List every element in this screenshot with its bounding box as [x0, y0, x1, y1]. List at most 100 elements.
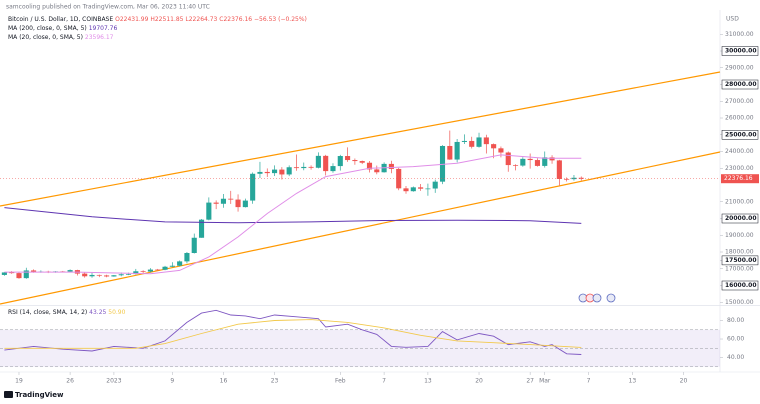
rsi-y-tick-label: 40.00 — [727, 354, 744, 361]
channel-lower-line — [0, 151, 721, 305]
y-tick-label: 26000.00 — [725, 115, 754, 122]
candle-body — [82, 273, 88, 277]
x-tick-label: 13 — [424, 378, 432, 385]
candle-body — [16, 273, 22, 279]
brand: TradingView — [4, 391, 64, 399]
price-level-box — [721, 213, 759, 224]
candle-body — [242, 200, 248, 208]
candle-body — [147, 269, 153, 272]
candle-body — [9, 272, 15, 274]
candle-body — [578, 177, 584, 179]
brand-logo — [4, 391, 13, 398]
candle-body — [111, 275, 117, 277]
ma-legend-name: MA (20, close, 0, SMA, 5) — [8, 34, 83, 41]
candle-body — [352, 160, 358, 162]
candle-body — [177, 261, 183, 266]
ma-legend-value: 19707.76 — [89, 25, 118, 32]
candle-body — [439, 145, 446, 182]
candle-body — [191, 237, 197, 254]
event-icons[interactable] — [578, 293, 616, 303]
y-tick-label: 23000.00 — [725, 165, 754, 172]
candle-body — [89, 274, 95, 277]
candle-body — [31, 270, 37, 272]
candle-body — [272, 169, 278, 174]
x-tick-label: 13 — [629, 378, 637, 385]
x-tick-label: Mar — [539, 378, 551, 385]
y-tick-label: 17000.00 — [725, 265, 754, 272]
candle-body — [396, 168, 402, 189]
candle-body — [491, 144, 497, 149]
candle-body — [549, 157, 555, 161]
candle-body — [279, 169, 285, 175]
candle-body — [315, 155, 321, 168]
y-tick-label: 24000.00 — [725, 148, 754, 155]
candle-body — [286, 167, 292, 175]
candle-body — [374, 169, 380, 173]
candle-body — [264, 171, 270, 174]
x-tick-label: Feb — [335, 378, 346, 385]
rsi-legend-name: RSI (14, close, SMA, 14, 2) — [8, 309, 87, 316]
candle-body — [447, 145, 453, 160]
y-tick-label: 25000.00 — [725, 131, 757, 138]
price-level-box — [721, 46, 759, 56]
candle-body — [213, 202, 219, 204]
y-tick-label: 27000.00 — [725, 98, 754, 105]
candle-body — [418, 187, 424, 189]
last-price-box — [721, 174, 759, 184]
price-level-box — [721, 280, 759, 291]
candle-body — [220, 198, 227, 204]
candle-body — [432, 181, 438, 189]
candle-body — [483, 137, 489, 145]
price-level-box — [721, 130, 759, 140]
candle-body — [542, 157, 548, 166]
candle-body — [140, 271, 146, 272]
last-price-label: 22376.16 — [724, 175, 753, 182]
x-tick-label: 2023 — [106, 378, 121, 385]
candle-body — [323, 155, 329, 172]
event-icon[interactable] — [606, 293, 616, 303]
candle-body — [476, 137, 482, 147]
y-tick-label: 29000.00 — [725, 64, 754, 71]
ma-legend: MA (200, close, 0, SMA, 5) 19707.76 — [8, 25, 117, 32]
y-tick-label: 17500.00 — [725, 257, 757, 264]
candle-body — [512, 165, 519, 166]
symbol-legend: Bitcoin / U.S. Dollar, 1D, COINBASE O224… — [8, 16, 307, 23]
rsi-y-tick-label: 60.00 — [727, 336, 744, 343]
x-tick-label: 27 — [526, 378, 534, 385]
candle-body — [308, 166, 314, 168]
x-tick-label: 20 — [475, 378, 483, 385]
x-tick-label: 9 — [170, 378, 174, 385]
ma-legend-value: 23596.17 — [85, 34, 114, 41]
candle-body — [155, 269, 161, 271]
candle-body — [388, 163, 394, 169]
y-tick-label: 28000.00 — [725, 81, 757, 88]
candle-body — [235, 199, 241, 208]
ma-legend-name: MA (200, close, 0, SMA, 5) — [8, 25, 87, 32]
candle-body — [198, 219, 205, 238]
channel-upper-line — [0, 71, 721, 207]
rsi-y-tick-label: 80.00 — [727, 317, 744, 324]
candle-body — [505, 152, 511, 166]
candle-body — [410, 187, 416, 192]
candle-body — [257, 171, 263, 174]
candle-body — [96, 274, 102, 276]
candle-body — [206, 202, 212, 220]
candle-body — [67, 270, 73, 272]
candle-body — [498, 148, 504, 153]
x-tick-label: 26 — [66, 378, 74, 385]
candle-body — [301, 166, 307, 169]
candle-body — [534, 160, 540, 166]
candle-body — [564, 178, 570, 180]
candle-body — [125, 274, 132, 275]
event-icon[interactable] — [592, 293, 602, 303]
candle-body — [345, 156, 351, 161]
price-level-box — [721, 255, 759, 266]
candle-body — [118, 274, 124, 276]
candle-body — [425, 188, 431, 190]
candle-body — [366, 162, 373, 170]
candle-body — [337, 156, 343, 167]
candle-body — [461, 140, 467, 142]
currency-label: USD — [726, 16, 739, 23]
candle-body — [133, 271, 139, 275]
candle-body — [469, 140, 475, 147]
